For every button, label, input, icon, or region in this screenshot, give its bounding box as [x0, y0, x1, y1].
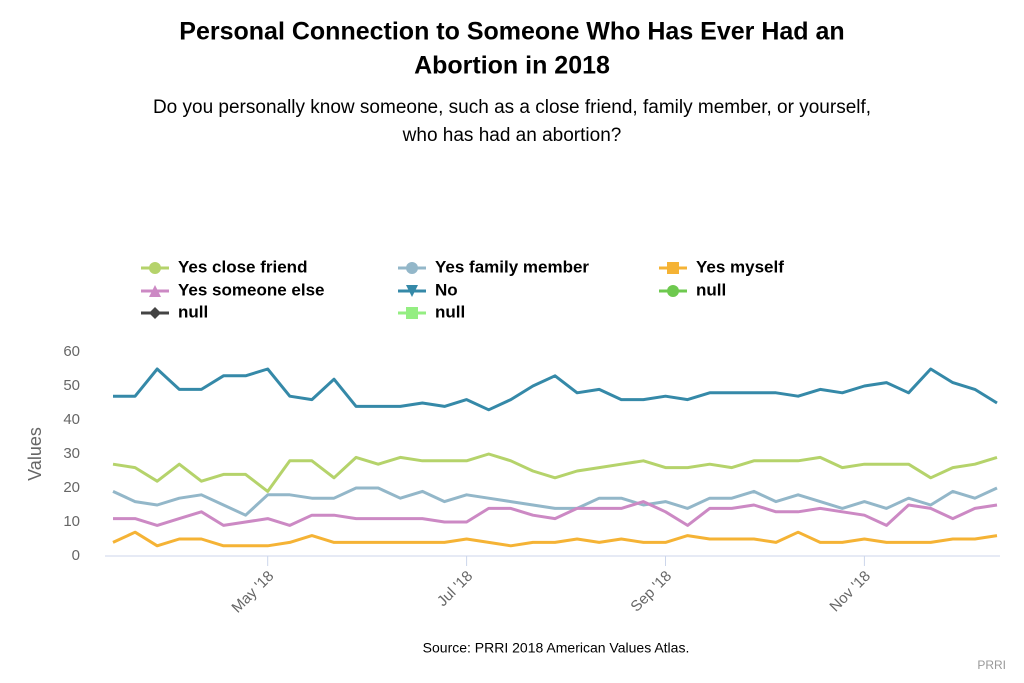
legend-marker [149, 262, 161, 274]
y-tick-label: 0 [72, 547, 80, 564]
legend-marker [149, 307, 161, 319]
series-line [113, 500, 998, 527]
series-line [112, 486, 998, 517]
chart-title: Abortion in 2018 [414, 52, 610, 80]
legend-marker [149, 285, 161, 297]
y-tick-label: 40 [63, 411, 80, 428]
chart-title: Personal Connection to Someone Who Has E… [179, 18, 844, 46]
x-tick-label: May '18 [229, 568, 278, 617]
y-tick-label: 30 [63, 445, 80, 462]
y-tick-label: 10 [63, 513, 80, 530]
legend-label: null [435, 302, 465, 321]
series-line [113, 367, 998, 412]
legend-marker [667, 285, 679, 297]
legend-label: Yes family member [435, 257, 589, 276]
y-axis-label: Values [25, 427, 45, 481]
legend-label: null [178, 302, 208, 321]
x-tick-label: Jul '18 [434, 568, 476, 610]
legend-marker [667, 262, 679, 274]
legend-label: No [435, 280, 458, 299]
source: Source: PRRI 2018 American Values Atlas. [423, 640, 690, 656]
y-tick-label: 20 [63, 479, 80, 496]
series-line [112, 452, 998, 493]
chart-subtitle: who has had an abortion? [402, 125, 622, 146]
credit: PRRI [977, 658, 1006, 672]
x-tick-label: Sep '18 [627, 568, 675, 616]
legend-marker [406, 307, 418, 319]
legend-label: Yes close friend [178, 257, 307, 276]
x-tick-label: Nov '18 [826, 568, 874, 616]
chart-subtitle: Do you personally know someone, such as … [153, 97, 871, 118]
legend-label: null [696, 280, 726, 299]
y-tick-label: 60 [63, 343, 80, 360]
y-tick-label: 50 [63, 377, 80, 394]
legend-marker [406, 285, 418, 297]
legend-label: Yes someone else [178, 280, 324, 299]
series-line [112, 530, 998, 548]
legend-marker [406, 262, 418, 274]
legend-label: Yes myself [696, 257, 784, 276]
